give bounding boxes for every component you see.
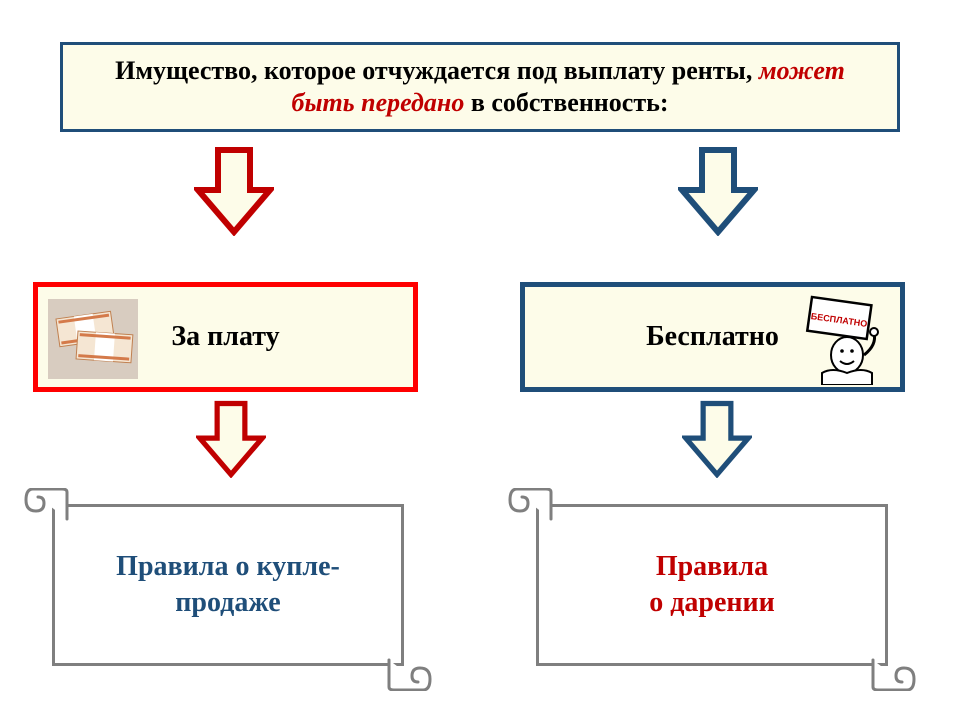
curl-icon	[507, 488, 553, 521]
scroll-left: Правила о купле- продаже	[28, 492, 428, 687]
scroll-body-right: Правила о дарении	[536, 504, 888, 666]
header-part2: в собственность:	[464, 88, 668, 117]
rule-left-line1: Правила о купле-	[116, 551, 340, 582]
arrow-top-right	[678, 146, 758, 236]
mid-label-paid: За плату	[171, 321, 279, 353]
rule-right-line1: Правила	[656, 551, 768, 582]
arrow-top-left	[194, 146, 274, 236]
scroll-text-left: Правила о купле- продаже	[116, 549, 340, 622]
mid-label-free: Бесплатно	[646, 321, 779, 353]
arrow-bottom-left	[196, 400, 266, 478]
curl-icon	[387, 658, 433, 691]
curl-icon	[23, 488, 69, 521]
scroll-text-right: Правила о дарении	[649, 549, 775, 622]
free-sign-icon: БЕСПЛАТНО	[802, 295, 892, 385]
header-box: Имущество, которое отчуждается под выпла…	[60, 42, 900, 132]
curl-icon	[871, 658, 917, 691]
mid-box-free: Бесплатно БЕСПЛАТНО	[520, 282, 905, 392]
arrow-bottom-right	[682, 400, 752, 478]
scroll-right: Правила о дарении	[512, 492, 912, 687]
header-text: Имущество, которое отчуждается под выпла…	[83, 55, 877, 120]
rule-left-line2: продаже	[175, 587, 280, 618]
money-icon	[48, 299, 138, 379]
scroll-body-left: Правила о купле- продаже	[52, 504, 404, 666]
mid-box-paid: За плату	[33, 282, 418, 392]
rule-right-line2: о дарении	[649, 587, 775, 618]
header-part1: Имущество, которое отчуждается под выпла…	[115, 56, 759, 85]
